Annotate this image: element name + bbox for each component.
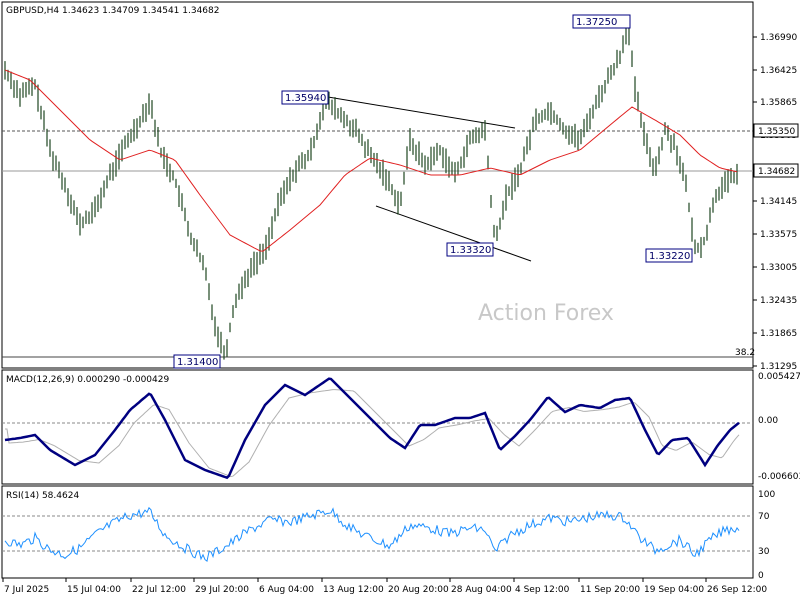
price-candles: [4, 26, 738, 360]
trendline-upper: [327, 96, 516, 129]
sma-line: [4, 69, 738, 252]
price-header: GBPUSD,H4 1.34623 1.34709 1.34541 1.3468…: [6, 6, 219, 16]
macd-panel-frame: [1, 369, 754, 485]
annotation-low-2: 1.33220: [645, 248, 693, 263]
watermark: Action Forex: [478, 301, 614, 326]
annotation-high-1-label: 1.37250: [576, 17, 617, 28]
fib-label: 38.2: [735, 348, 755, 358]
x-tick-label: 20 Aug 20:00: [388, 585, 449, 595]
annotation-high-1: 1.37250: [572, 14, 631, 29]
x-tick-label: 19 Sep 04:00: [644, 585, 704, 595]
rsi-tick-label: 0: [758, 571, 764, 581]
price-tick-label: 1.31295: [760, 362, 797, 372]
macd-y-axis: 0.005427 0.00 -0.006603: [758, 372, 800, 482]
level-price-label: 1.35350: [758, 127, 795, 137]
x-tick-label: 11 Sep 20:00: [580, 585, 640, 595]
annotation-low-3-label: 1.31400: [177, 357, 218, 368]
macd-main-line: [4, 377, 740, 480]
price-tick-label: 1.36990: [760, 33, 797, 43]
rsi-y-axis: 100 70 30 0: [758, 490, 775, 581]
rsi-line: [4, 506, 740, 562]
x-tick-label: 6 Aug 04:00: [259, 585, 314, 595]
x-tick-label: 13 Aug 12:00: [323, 585, 384, 595]
price-tick-label: 1.35865: [760, 98, 797, 108]
macd-signal-line: [5, 389, 740, 478]
rsi-header: RSI(14) 58.4624: [6, 491, 79, 501]
price-tick-label: 1.31865: [760, 329, 797, 339]
macd-tick-label: -0.006603: [758, 472, 800, 482]
current-price-box: 1.34682: [753, 163, 799, 178]
x-tick-label: 4 Sep 12:00: [515, 585, 570, 595]
price-tick-label: 1.33575: [760, 230, 797, 240]
x-tick-label: 28 Aug 04:00: [451, 585, 512, 595]
annotation-high-2-label: 1.35940: [285, 93, 326, 104]
macd-tick-label: 0.005427: [758, 372, 800, 382]
annotation-low-3: 1.31400: [173, 354, 221, 369]
x-tick-label: 26 Sep 12:00: [707, 585, 767, 595]
rsi-tick-label: 100: [758, 490, 775, 500]
trendline-lower: [375, 205, 532, 262]
rsi-panel-frame: [1, 485, 754, 579]
level-price-box: 1.35350: [753, 123, 799, 138]
price-tick-label: 1.36425: [760, 66, 797, 76]
x-tick-label: 15 Jul 04:00: [67, 585, 121, 595]
price-panel-frame: [1, 1, 754, 369]
annotation-low-1-label: 1.33320: [450, 245, 491, 256]
current-price-label: 1.34682: [758, 167, 795, 177]
x-axis: 7 Jul 2025 15 Jul 04:00 22 Jul 12:00 29 Jul…: [2, 578, 767, 595]
annotation-high-2: 1.35940: [281, 90, 329, 105]
price-tick-label: 1.32435: [760, 296, 797, 306]
rsi-tick-label: 70: [758, 512, 770, 522]
rsi-tick-label: 30: [758, 547, 770, 557]
x-tick-label: 29 Jul 20:00: [195, 585, 249, 595]
annotation-low-2-label: 1.33220: [649, 251, 690, 262]
x-tick-label: 7 Jul 2025: [4, 585, 49, 595]
price-tick-label: 1.34145: [760, 197, 797, 207]
macd-tick-label: 0.00: [758, 416, 778, 426]
price-tick-label: 1.33005: [760, 263, 797, 273]
x-tick-label: 22 Jul 12:00: [132, 585, 186, 595]
price-y-axis: 1.369901.364251.358651.353051.347451.341…: [753, 33, 797, 372]
annotation-low-1: 1.33320: [446, 242, 494, 257]
macd-header: MACD(12,26,9) 0.000290 -0.000429: [6, 375, 169, 385]
